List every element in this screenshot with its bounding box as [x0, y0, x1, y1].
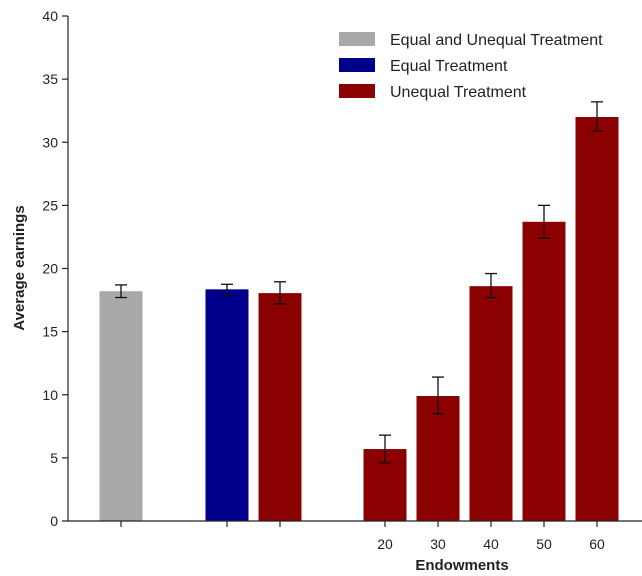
y-tick-label: 10	[42, 387, 58, 403]
x-axis: 20 30 40 50 60	[68, 520, 642, 552]
bar	[99, 291, 143, 521]
legend-label: Equal and Unequal Treatment	[390, 32, 603, 49]
bar	[416, 396, 460, 521]
x-tick-label: 60	[589, 536, 605, 552]
bar	[205, 289, 249, 521]
bar	[522, 221, 566, 521]
y-tick-label: 30	[42, 134, 58, 150]
bar	[469, 286, 513, 521]
y-axis: 0 5 10 15 20 25 30 35 40	[42, 8, 69, 529]
bars	[99, 101, 619, 521]
y-tick-label: 20	[42, 261, 58, 277]
bar	[575, 117, 619, 521]
y-tick-label: 0	[50, 513, 58, 529]
y-tick-label: 5	[50, 450, 58, 466]
legend-swatch	[339, 32, 375, 46]
y-tick-label: 35	[42, 71, 58, 87]
legend-swatch	[339, 58, 375, 72]
legend-label: Unequal Treatment	[390, 84, 527, 101]
bar	[258, 293, 302, 521]
y-tick-label: 25	[42, 197, 58, 213]
x-tick-label: 40	[483, 536, 499, 552]
x-tick-label: 30	[430, 536, 446, 552]
legend: Equal and Unequal Treatment Equal Treatme…	[339, 32, 603, 101]
legend-label: Equal Treatment	[390, 58, 508, 75]
x-axis-title: Endowments	[415, 557, 508, 574]
x-tick-label: 20	[377, 536, 393, 552]
x-tick-label: 50	[536, 536, 552, 552]
y-tick-label: 40	[42, 8, 58, 24]
legend-swatch	[339, 84, 375, 98]
y-tick-label: 15	[42, 324, 58, 340]
y-axis-title: Average earnings	[11, 205, 28, 330]
